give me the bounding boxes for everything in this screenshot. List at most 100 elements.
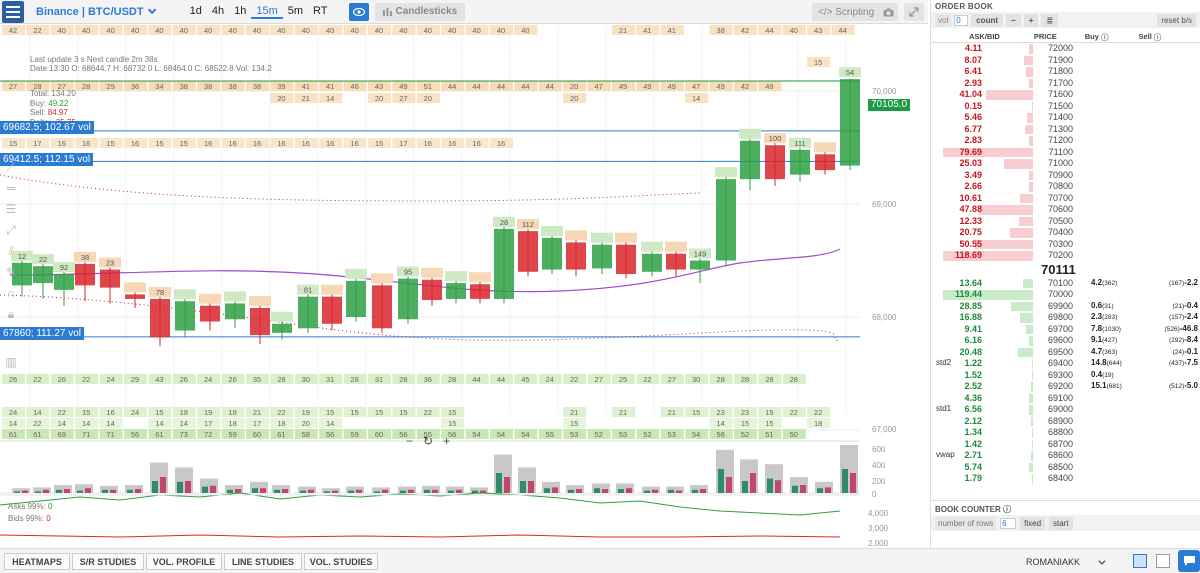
ask-row[interactable]: 8.07 71900	[931, 55, 1200, 67]
timeframe-1d[interactable]: 1d	[189, 4, 202, 17]
ask-row[interactable]: 20.75 70400	[931, 227, 1200, 239]
tab-vol-profile[interactable]: VOL. PROFILE	[146, 553, 222, 570]
camera-icon[interactable]	[878, 3, 898, 21]
bid-row[interactable]: 1.34 68800	[931, 427, 1200, 439]
ask-row[interactable]: 2.83 71200	[931, 135, 1200, 147]
footprint-top-row-value: 44	[838, 26, 846, 35]
volume-total-bar	[250, 481, 268, 493]
vol-input[interactable]: 0	[954, 14, 969, 26]
ask-row[interactable]: 3.49 70900	[931, 170, 1200, 182]
ray-tool-icon[interactable]: ⤢	[6, 223, 16, 237]
footprint-bottom-row-value: 26	[58, 375, 66, 384]
ask-row[interactable]: 0.15 71500	[931, 101, 1200, 113]
bid-row[interactable]: 1.79 68400	[931, 473, 1200, 485]
ask-row[interactable]: 6.77 71300	[931, 124, 1200, 136]
footprint-row-cell	[319, 81, 343, 91]
exchange-selector[interactable]: Binance | BTC/USDT	[36, 5, 156, 18]
plus-icon[interactable]: +	[1023, 13, 1039, 27]
bid-row[interactable]: 20.48 69500 4.7(363) (24)-0.1	[931, 347, 1200, 359]
volume-sell-bar	[85, 488, 91, 493]
reset-zoom-icon[interactable]: ↻	[423, 434, 434, 448]
minus-icon[interactable]: −	[1006, 13, 1021, 27]
ask-row[interactable]: 4.11 72000	[931, 43, 1200, 55]
tab-line-studies[interactable]: LINE STUDIES	[224, 553, 302, 570]
zoom-in-icon[interactable]: +	[443, 434, 451, 448]
list-icon[interactable]: ≣	[1041, 13, 1059, 27]
candle-body	[225, 303, 245, 320]
chat-icon[interactable]	[1178, 550, 1200, 572]
trash-tool-icon[interactable]: ▥	[5, 355, 17, 369]
bid-row[interactable]: 2.52 69200 15.1(681) (512)-5.0	[931, 381, 1200, 393]
tab-sr-studies[interactable]: S/R STUDIES	[72, 553, 144, 570]
count-button[interactable]: count	[971, 13, 1004, 27]
layout-toggle-1[interactable]	[1133, 554, 1147, 568]
fixed-button[interactable]: fixed	[1020, 516, 1046, 530]
footprint-chart[interactable]: 42 22 40 40 40 40 40 40 40 40 40 40 40 40 40 40 40 40 40 40…	[0, 25, 928, 548]
volume-total-bar	[446, 486, 464, 493]
fib-tool-icon[interactable]: ☰	[5, 202, 17, 216]
hamburger-menu-icon[interactable]	[2, 0, 24, 23]
timeframe-1h[interactable]: 1h	[234, 4, 247, 17]
footprint-bottom-row-cell	[636, 429, 660, 439]
bid-row[interactable]: std2 1.22 69400 14.8(644) (437)-7.5	[931, 358, 1200, 370]
bid-row[interactable]: 16.88 69800 2.3(283) (157)-2.4	[931, 312, 1200, 324]
footprint-row-value: 41	[302, 82, 310, 91]
username: ROMANIAKK	[1026, 557, 1081, 567]
ask-row[interactable]: 79.69 71100	[931, 147, 1200, 159]
timeframe-15m[interactable]: 15m	[251, 5, 283, 19]
timeframe-4h[interactable]: 4h	[211, 4, 225, 17]
ask-row[interactable]: 25.03 71000	[931, 158, 1200, 170]
timeframe-rt[interactable]: RT	[313, 4, 328, 17]
bid-row[interactable]: std1 6.56 69000	[931, 404, 1200, 416]
tab-heatmaps[interactable]: HEATMAPS	[4, 553, 70, 570]
buy-label: Buy:	[30, 98, 47, 108]
bid-row[interactable]: 119.44 70000	[931, 289, 1200, 301]
start-button[interactable]: start	[1049, 516, 1073, 530]
footprint-bottom-row-value: 29	[131, 375, 139, 384]
ask-row[interactable]: 2.93 71700	[931, 78, 1200, 90]
footprint-bottom-row-cell	[172, 407, 196, 417]
ask-row[interactable]: 5.46 71400	[931, 112, 1200, 124]
ask-row[interactable]: 2.66 70800	[931, 181, 1200, 193]
layout-toggle-2[interactable]	[1156, 554, 1170, 568]
trendline-tool-icon[interactable]: ⟋	[6, 160, 16, 174]
tab-vol-studies[interactable]: VOL. STUDIES	[304, 553, 378, 570]
lock-tool-icon[interactable]: 🔒︎	[7, 307, 15, 321]
zoom-out-icon[interactable]: −	[406, 434, 414, 448]
rows-input[interactable]: 6	[1000, 517, 1017, 529]
channel-tool-icon[interactable]: ⫽	[8, 244, 14, 258]
bid-row[interactable]: 2.12 68900	[931, 416, 1200, 428]
expand-icon[interactable]	[904, 3, 924, 21]
ask-row[interactable]: 50.55 70300	[931, 239, 1200, 251]
candlesticks-button[interactable]: Candlesticks	[374, 2, 466, 21]
eye-icon[interactable]	[348, 2, 369, 21]
chart-canvas[interactable]: 42 22 40 40 40 40 40 40 40 40 40 40 40 40 40 40 40 40 40 40…	[0, 25, 928, 548]
bid-row[interactable]: 13.64 70100 4.2(362) (167)-2.2	[931, 278, 1200, 290]
horizontal-line-tool-icon[interactable]: ═	[6, 181, 16, 195]
bid-row[interactable]: 1.42 68700	[931, 439, 1200, 451]
footprint-bottom-row-cell	[221, 418, 245, 428]
candle-body	[372, 285, 392, 329]
footprint-bottom-row-cell	[392, 429, 416, 439]
reset-bs-button[interactable]: reset b/s	[1157, 13, 1196, 27]
bid-size: 6.56	[964, 404, 982, 414]
scripting-button[interactable]: </> Scripting	[812, 3, 881, 21]
bid-row[interactable]: 28.85 69900 0.6(31) (21)-0.4	[931, 301, 1200, 313]
bid-row[interactable]: 9.41 69700 7.8(1030) (526)-46.8	[931, 324, 1200, 336]
footprint-bottom-row-cell	[612, 374, 635, 384]
magnet-tool-icon[interactable]: ∩	[6, 286, 16, 300]
bid-row[interactable]: 1.52 69300 0.4(19)	[931, 370, 1200, 382]
ask-row[interactable]: 10.61 70700	[931, 193, 1200, 205]
user-menu[interactable]: ROMANIAKK	[1026, 557, 1106, 567]
timeframe-5m[interactable]: 5m	[287, 4, 304, 17]
bid-row[interactable]: 5.74 68500	[931, 462, 1200, 474]
ask-row[interactable]: 12.33 70500	[931, 216, 1200, 228]
bid-row[interactable]: 4.36 69100	[931, 393, 1200, 405]
bid-row[interactable]: 6.16 69600 9.1(427) (292)-8.4	[931, 335, 1200, 347]
ask-row[interactable]: 41.04 71600	[931, 89, 1200, 101]
ask-row[interactable]: 47.88 70600	[931, 204, 1200, 216]
brush-tool-icon[interactable]: ✎	[5, 265, 17, 279]
bid-row[interactable]: vwap 2.71 68600	[931, 450, 1200, 462]
ask-row[interactable]: 118.69 70200	[931, 250, 1200, 262]
ask-row[interactable]: 6.41 71800	[931, 66, 1200, 78]
